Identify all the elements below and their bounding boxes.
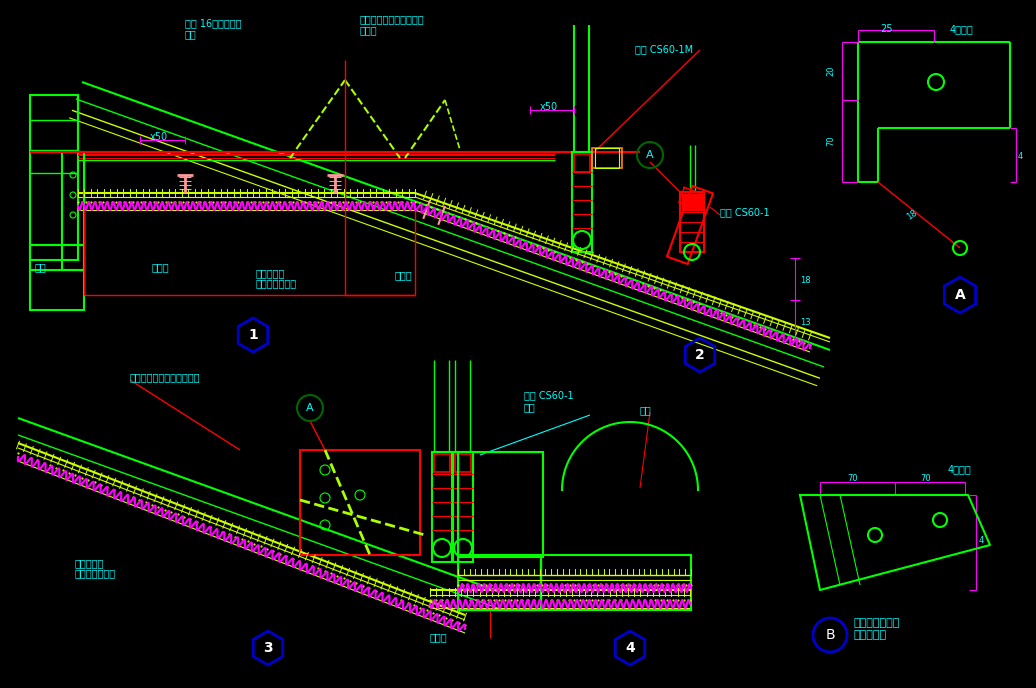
Text: B: B [826,628,835,642]
Text: 70: 70 [920,474,930,483]
Text: 主龙骨: 主龙骨 [395,270,412,280]
Text: 4镀钢板: 4镀钢板 [950,24,974,34]
Text: A: A [307,403,314,413]
Text: 斜主龙骨与水平主龙骨焊接: 斜主龙骨与水平主龙骨焊接 [130,372,201,382]
Bar [682,194,702,210]
Text: 横截加龙骨与主龙骨焊接
主龙骨: 横截加龙骨与主龙骨焊接 主龙骨 [359,14,425,36]
Text: 矿棉板（粘贴）: 矿棉板（粘贴） [75,568,116,578]
Text: A: A [646,150,654,160]
Text: 吊件 CS60-1M: 吊件 CS60-1M [635,44,693,54]
Text: x50: x50 [150,132,168,142]
Text: 4镀钢板: 4镀钢板 [948,464,972,474]
Text: 次龙骨: 次龙骨 [430,632,448,642]
Bar [572,152,592,252]
Text: 矿棉板（粘贴）: 矿棉板（粘贴） [256,278,297,288]
Bar [458,555,541,610]
Text: 4: 4 [625,641,635,655]
Bar [458,452,543,557]
Text: A: A [954,288,966,302]
Text: 双层 16号镀锌钢丝
焊接: 双层 16号镀锌钢丝 焊接 [185,18,241,40]
Text: 灯槽: 灯槽 [35,262,47,272]
Text: 筒灯: 筒灯 [640,405,652,415]
Text: 纸面石膏板: 纸面石膏板 [75,558,105,568]
Text: 18: 18 [905,208,919,222]
Bar [300,450,420,555]
Text: 18: 18 [800,276,810,285]
Text: 13: 13 [800,318,810,327]
Bar [453,452,473,562]
Bar [62,152,84,270]
Bar [458,555,691,610]
Text: 吊件 CS60-1: 吊件 CS60-1 [720,207,770,217]
Text: x50: x50 [540,102,558,112]
Text: 70: 70 [847,474,858,483]
Bar [30,245,84,310]
Text: 70: 70 [826,135,835,146]
Text: 连接水平主龙骨
与斜主龙骨: 连接水平主龙骨 与斜主龙骨 [854,618,900,640]
Bar [458,452,543,557]
Bar [432,452,452,562]
Text: 钢框: 钢框 [524,402,536,412]
Text: 3: 3 [263,641,272,655]
Text: 次龙骨: 次龙骨 [152,262,170,272]
Bar [574,154,589,172]
Bar [595,148,618,168]
Text: 吊件 CS60-1: 吊件 CS60-1 [524,390,574,400]
Text: 4: 4 [1018,152,1024,161]
Text: 20: 20 [826,65,835,76]
Bar [592,148,622,168]
Text: 25: 25 [880,24,892,34]
Bar [455,454,471,472]
Text: 4: 4 [979,536,984,545]
Bar [30,95,78,260]
Text: 1: 1 [249,328,258,342]
Bar [434,454,450,472]
Bar [680,192,704,252]
Text: 纸面石膏板: 纸面石膏板 [256,268,285,278]
Text: 2: 2 [695,348,704,362]
